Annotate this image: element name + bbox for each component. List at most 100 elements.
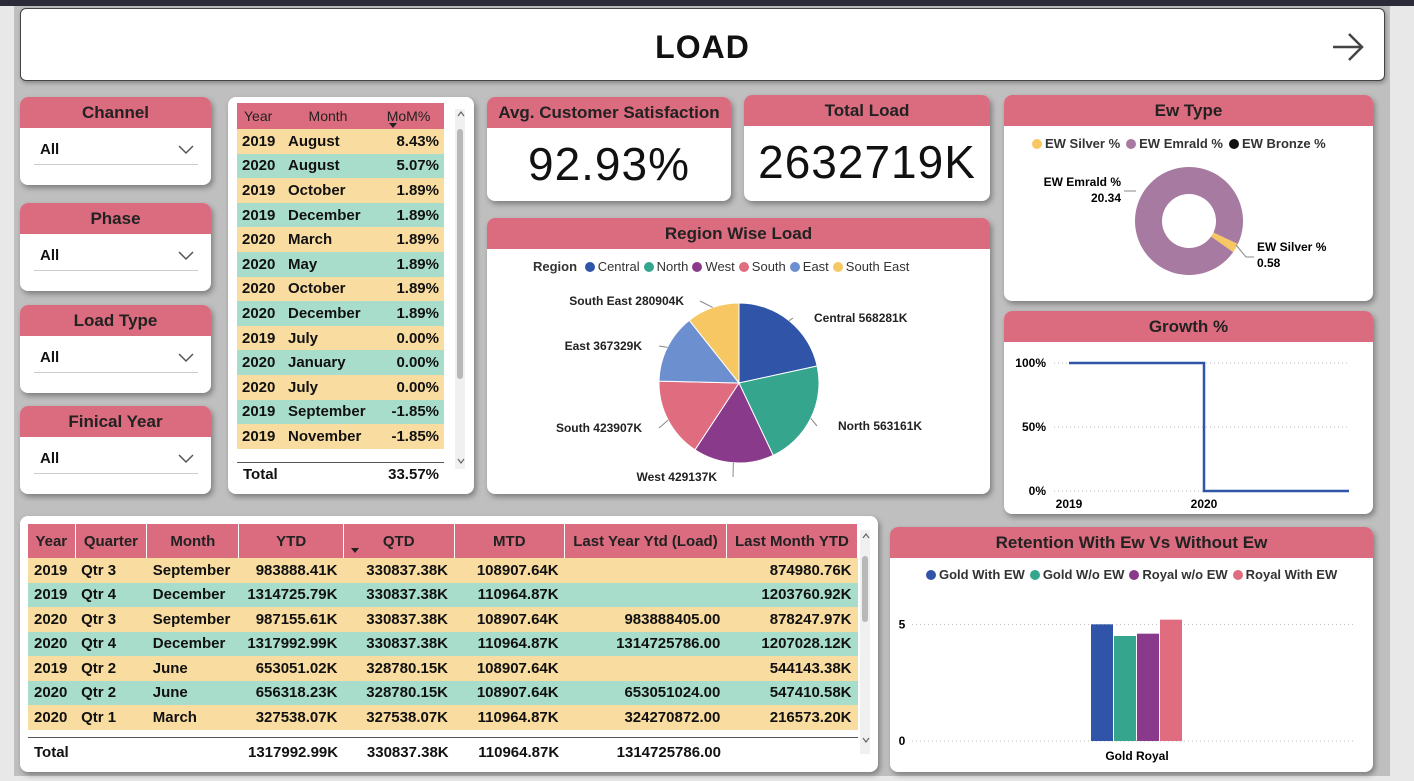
- legend-item[interactable]: Royal w/o EW: [1129, 567, 1228, 582]
- column-header[interactable]: Quarter: [75, 524, 148, 558]
- data-label: EW Emrald %: [1044, 175, 1122, 189]
- chevron-down-icon: [178, 251, 194, 261]
- scroll-down-icon[interactable]: [862, 737, 870, 743]
- table-row[interactable]: 2020 May 1.89%: [237, 251, 444, 277]
- pie-slice[interactable]: [658, 380, 740, 451]
- scrollbar-thumb[interactable]: [457, 129, 463, 379]
- channel-dropdown[interactable]: All: [34, 135, 198, 165]
- table-cell: July: [288, 378, 319, 396]
- legend-item[interactable]: Gold W/o EW: [1029, 567, 1125, 582]
- table-row[interactable]: 2020 August 5.07%: [237, 153, 444, 179]
- table-cell: 878247.97K: [769, 610, 852, 628]
- table-row[interactable]: 2020 Qtr 3 September 987155.61K 330837.38K 10…: [28, 607, 858, 632]
- table-row[interactable]: 2019 November -1.85%: [237, 424, 444, 449]
- total-load-card: Total Load 2632719K: [744, 95, 990, 201]
- pie-slice[interactable]: [738, 365, 820, 457]
- legend-item[interactable]: South: [738, 259, 786, 274]
- column-header[interactable]: Year: [28, 524, 76, 558]
- pie-slice[interactable]: [738, 302, 818, 384]
- table-cell: 8.43%: [396, 132, 439, 150]
- title-banner: LOAD: [20, 8, 1385, 81]
- table-cell: 983888405.00: [624, 610, 721, 628]
- pie-slice[interactable]: [658, 319, 741, 384]
- legend-item[interactable]: Central: [584, 259, 640, 274]
- legend-item[interactable]: EW Emrald %: [1126, 136, 1223, 151]
- legend-item[interactable]: EW Silver %: [1032, 136, 1120, 151]
- phase-dropdown[interactable]: All: [34, 241, 198, 271]
- bar[interactable]: [1160, 619, 1182, 741]
- table-row[interactable]: 2019 July 0.00%: [237, 325, 444, 351]
- legend-item[interactable]: West: [692, 259, 735, 274]
- legend-item[interactable]: East: [789, 259, 829, 274]
- donut-slice[interactable]: [1135, 167, 1243, 276]
- table-row[interactable]: 2020 Qtr 1 March 327538.07K 327538.07K 110964…: [28, 705, 858, 730]
- legend-item[interactable]: EW Bronze %: [1228, 136, 1326, 151]
- scrollbar-thumb[interactable]: [862, 556, 868, 622]
- table-row[interactable]: 2020 January 0.00%: [237, 350, 444, 375]
- finical-year-dropdown[interactable]: All: [34, 444, 198, 474]
- table-row[interactable]: 2020 Qtr 4 December 1317992.99K 330837.38K 11…: [28, 631, 858, 656]
- column-header[interactable]: MTD: [454, 524, 566, 558]
- table-cell: 656318.23K: [255, 684, 338, 702]
- bar[interactable]: [1091, 624, 1113, 741]
- y-tick-label: 0%: [1029, 484, 1047, 498]
- legend-item[interactable]: Royal With EW: [1232, 567, 1337, 582]
- table-row[interactable]: 2020 July 0.00%: [237, 374, 444, 400]
- table-row[interactable]: 2019 October 1.89%: [237, 178, 444, 203]
- table-cell: 0.00%: [396, 354, 439, 372]
- vertical-scrollbar[interactable]: [860, 530, 870, 754]
- slicer-title: Finical Year: [20, 406, 211, 437]
- total-cell: 330837.38K: [366, 743, 449, 761]
- arrow-right-icon[interactable]: [1330, 29, 1366, 65]
- scroll-up-icon[interactable]: [457, 111, 465, 117]
- column-header[interactable]: Last Year Ytd (Load): [564, 524, 727, 558]
- card-title: Avg. Customer Satisfaction: [487, 97, 731, 128]
- table-cell: 2020: [242, 231, 276, 249]
- legend-label: Gold W/o EW: [1042, 567, 1125, 582]
- table-row[interactable]: 2019 August 8.43%: [237, 129, 444, 154]
- table-row[interactable]: 2020 Qtr 2 June 656318.23K 328780.15K 108907.…: [28, 680, 858, 705]
- scroll-down-icon[interactable]: [457, 458, 465, 464]
- total-value: 33.57%: [388, 466, 439, 483]
- dropdown-value: All: [40, 450, 60, 467]
- data-label: East 367329K: [565, 339, 643, 353]
- load-type-dropdown[interactable]: All: [34, 343, 198, 373]
- legend-dot: [1029, 570, 1040, 580]
- column-header[interactable]: YTD: [238, 524, 344, 558]
- donut-slice[interactable]: [1211, 232, 1238, 253]
- scroll-up-icon[interactable]: [862, 533, 870, 539]
- table-cell: September: [288, 403, 366, 421]
- column-header[interactable]: Last Month YTD: [726, 524, 859, 558]
- bar[interactable]: [1137, 633, 1159, 741]
- table-cell: 327538.07K: [255, 708, 338, 726]
- table-row[interactable]: 2019 Qtr 4 December 1314725.79K 330837.38K 11…: [28, 582, 858, 607]
- table-cell: 2019: [242, 427, 276, 445]
- mom-total-row: Total 33.57%: [237, 462, 444, 486]
- legend-item[interactable]: North: [643, 259, 688, 274]
- table-row[interactable]: 2020 March 1.89%: [237, 227, 444, 252]
- table-row[interactable]: 2020 December 1.89%: [237, 301, 444, 326]
- legend-label: EW Silver %: [1045, 136, 1121, 151]
- column-header[interactable]: QTD: [343, 524, 455, 558]
- legend-item[interactable]: Gold With EW: [926, 567, 1025, 582]
- table-row[interactable]: 2020 October 1.89%: [237, 276, 444, 302]
- table-row[interactable]: 2019 Qtr 2 June 653051.02K 328780.15K 108907.…: [28, 656, 858, 681]
- vertical-scrollbar[interactable]: [455, 109, 465, 469]
- column-header-month[interactable]: Month: [283, 103, 373, 129]
- retention-card: Retention With Ew Vs Without Ew Gold Wit…: [890, 527, 1373, 772]
- table-row[interactable]: 2019 September -1.85%: [237, 399, 444, 425]
- table-row[interactable]: 2019 December 1.89%: [237, 202, 444, 228]
- table-row[interactable]: 2019 Qtr 3 September 983888.41K 330837.38K 10…: [28, 558, 858, 583]
- y-tick-label: 50%: [1022, 420, 1046, 434]
- table-cell: 2020: [34, 708, 68, 726]
- growth-line[interactable]: [1069, 361, 1349, 493]
- bar[interactable]: [1114, 636, 1136, 741]
- table-cell: 2020: [242, 157, 276, 175]
- legend-item[interactable]: South East: [832, 259, 909, 274]
- column-header-mom[interactable]: MoM%: [373, 103, 444, 129]
- pie-slice[interactable]: [694, 381, 774, 464]
- table-cell: 874980.76K: [769, 561, 852, 579]
- column-header-year[interactable]: Year: [237, 103, 283, 129]
- column-header[interactable]: Month: [146, 524, 240, 558]
- table-cell: 2020: [34, 635, 68, 653]
